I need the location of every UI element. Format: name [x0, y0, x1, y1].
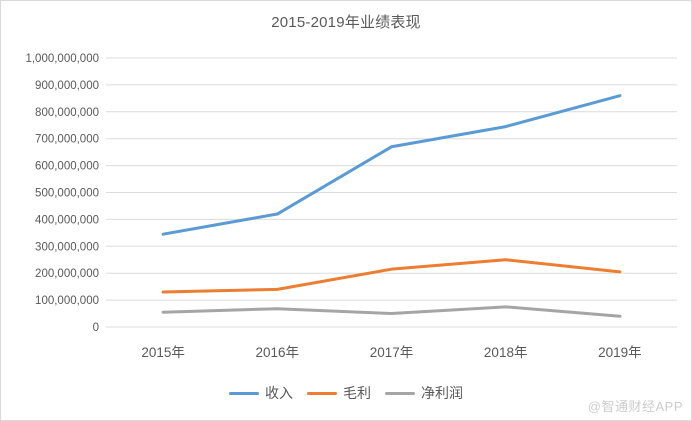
legend-swatch-net-profit [385, 391, 415, 395]
legend-item-revenue: 收入 [229, 383, 293, 403]
svg-text:500,000,000: 500,000,000 [35, 188, 99, 200]
legend-swatch-gross-profit [307, 391, 337, 395]
legend-label-net-profit: 净利润 [421, 385, 463, 401]
chart-legend: 收入 毛利 净利润 [1, 383, 691, 403]
svg-text:800,000,000: 800,000,000 [35, 107, 99, 119]
legend-label-gross-profit: 毛利 [343, 385, 371, 401]
svg-text:200,000,000: 200,000,000 [35, 268, 99, 280]
svg-text:900,000,000: 900,000,000 [35, 80, 99, 92]
legend-swatch-revenue [229, 391, 259, 395]
legend-item-net-profit: 净利润 [385, 383, 463, 403]
svg-text:2016年: 2016年 [256, 345, 300, 360]
svg-text:600,000,000: 600,000,000 [35, 161, 99, 173]
chart-title: 2015-2019年业绩表现 [271, 14, 421, 31]
svg-text:2019年: 2019年 [598, 345, 642, 360]
legend-item-gross-profit: 毛利 [307, 383, 371, 403]
svg-text:400,000,000: 400,000,000 [35, 214, 99, 226]
watermark: @智通财经APP [587, 399, 683, 414]
svg-text:2015年: 2015年 [141, 345, 185, 360]
svg-text:2018年: 2018年 [484, 345, 528, 360]
svg-text:2017年: 2017年 [370, 345, 414, 360]
svg-text:100,000,000: 100,000,000 [35, 295, 99, 307]
legend-label-revenue: 收入 [265, 385, 293, 401]
svg-text:700,000,000: 700,000,000 [35, 134, 99, 146]
svg-text:0: 0 [93, 322, 99, 334]
svg-text:1,000,000,000: 1,000,000,000 [25, 53, 99, 65]
svg-text:300,000,000: 300,000,000 [35, 241, 99, 253]
